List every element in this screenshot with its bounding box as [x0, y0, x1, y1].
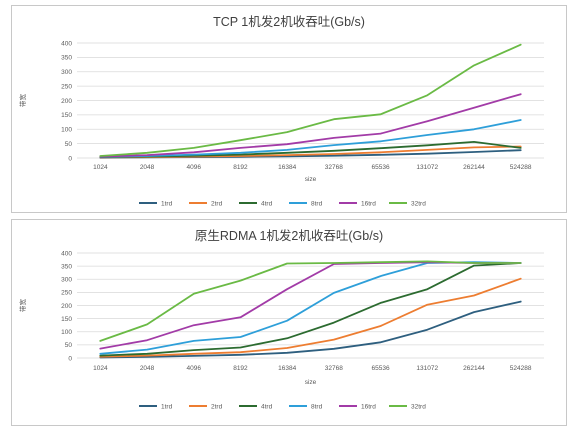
x-axis-title: size [305, 379, 317, 386]
y-tick-label: 300 [61, 277, 72, 284]
legend-label: 1trd [161, 403, 173, 410]
x-tick-label: 16384 [278, 365, 296, 372]
x-tick-label: 2048 [140, 365, 155, 372]
series-line-4trd [99, 262, 522, 357]
x-tick-label: 262144 [463, 365, 485, 372]
y-tick-label: 350 [61, 55, 72, 62]
y-tick-label: 150 [61, 316, 72, 323]
legend-label: 4trd [261, 403, 273, 410]
series-line-1trd [99, 300, 522, 359]
series-line-2trd [99, 277, 522, 358]
x-tick-label: 32768 [325, 365, 343, 372]
x-tick-label: 16384 [278, 164, 296, 171]
y-tick-label: 100 [61, 127, 72, 134]
x-tick-label: 131072 [416, 164, 438, 171]
chart-title: TCP 1机发2机收吞吐(Gb/s) [213, 14, 365, 29]
y-tick-label: 0 [68, 155, 72, 162]
legend-label: 8trd [311, 200, 323, 207]
y-tick-label: 350 [61, 263, 72, 270]
x-tick-label: 2048 [140, 164, 155, 171]
chart-rdma: 原生RDMA 1机发2机收吞吐(Gb/s) 0 50 100 150 200 250 300 3… [18, 228, 544, 410]
x-tick-label: 131072 [416, 365, 438, 372]
legend-label: 4trd [261, 200, 273, 207]
legend-label: 2trd [211, 200, 223, 207]
y-tick-label: 250 [61, 83, 72, 90]
series-line-8trd [99, 119, 522, 158]
chart-panel-rdma: 原生RDMA 1机发2机收吞吐(Gb/s) 0 50 100 150 200 250 300 3… [11, 219, 567, 426]
x-tick-label: 1024 [93, 365, 108, 372]
y-tick-label: 200 [61, 98, 72, 105]
x-tick-label: 1024 [93, 164, 108, 171]
x-tick-label: 4096 [187, 164, 202, 171]
y-tick-label: 400 [61, 250, 72, 257]
y-tick-label: 50 [65, 141, 73, 148]
series-line-16trd [99, 93, 522, 158]
legend-label: 32trd [411, 403, 426, 410]
legend-label: 2trd [211, 403, 223, 410]
x-tick-label: 65536 [372, 164, 390, 171]
x-tick-label: 524288 [510, 365, 532, 372]
series-line-32trd [99, 43, 522, 157]
y-tick-label: 150 [61, 112, 72, 119]
legend-label: 16trd [361, 200, 376, 207]
y-axis-title: 带宽 [18, 299, 27, 313]
x-tick-label: 262144 [463, 164, 485, 171]
legend-label: 32trd [411, 200, 426, 207]
series-line-32trd [99, 260, 522, 342]
y-tick-label: 250 [61, 290, 72, 297]
chart-panel-tcp: TCP 1机发2机收吞吐(Gb/s) 0 50 100 150 200 250 300 350 4… [11, 5, 567, 213]
x-tick-label: 65536 [372, 365, 390, 372]
x-tick-label: 524288 [510, 164, 532, 171]
y-axis-title: 带宽 [18, 94, 27, 108]
x-tick-label: 8192 [233, 365, 248, 372]
chart-title: 原生RDMA 1机发2机收吞吐(Gb/s) [195, 228, 383, 243]
x-tick-label: 8192 [233, 164, 248, 171]
chart-tcp: TCP 1机发2机收吞吐(Gb/s) 0 50 100 150 200 250 300 350 4… [18, 14, 544, 207]
y-tick-label: 0 [68, 355, 72, 362]
x-axis-title: size [305, 176, 317, 183]
y-tick-label: 50 [65, 342, 73, 349]
legend-label: 16trd [361, 403, 376, 410]
x-tick-label: 32768 [325, 164, 343, 171]
y-tick-label: 200 [61, 303, 72, 310]
y-tick-label: 300 [61, 69, 72, 76]
x-tick-label: 4096 [187, 365, 202, 372]
legend-label: 1trd [161, 200, 173, 207]
legend-label: 8trd [311, 403, 323, 410]
y-tick-label: 400 [61, 40, 72, 47]
y-tick-label: 100 [61, 329, 72, 336]
